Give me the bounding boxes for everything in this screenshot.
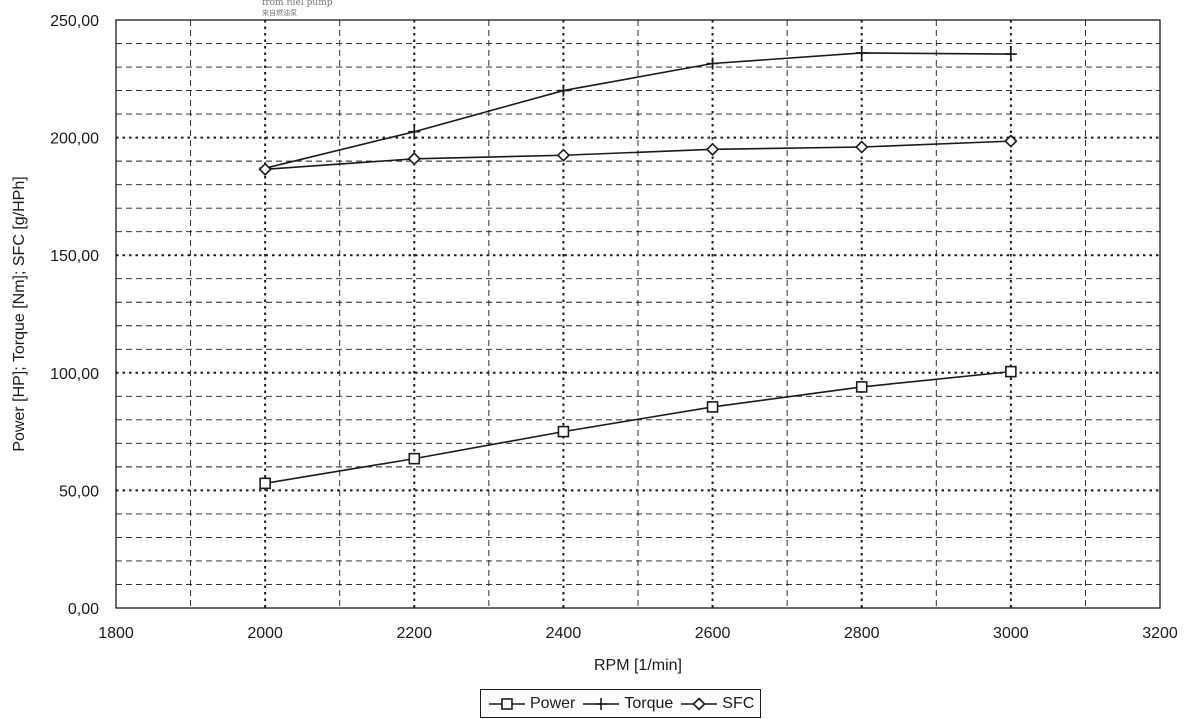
power-series-line [265, 370, 1011, 485]
torque-data-point [1004, 48, 1017, 61]
grid [116, 20, 1160, 608]
torque-data-point [557, 84, 570, 97]
torque-series-line [264, 52, 1011, 169]
y-tick-label: 50,00 [59, 483, 99, 500]
torque-data-point [706, 57, 719, 70]
legend-label: SFC [722, 694, 755, 712]
sfc-data-point [1004, 134, 1018, 148]
scan-note-line-2: 来自燃油泵 [262, 8, 297, 17]
torque-data-point [855, 46, 868, 59]
legend-item-torque: Torque [581, 695, 673, 713]
power-data-point [408, 452, 421, 465]
legend-marker-sfc [692, 696, 706, 711]
power-data-point [1005, 365, 1017, 378]
x-tick-label: 2800 [844, 625, 880, 642]
x-tick-label: 2400 [546, 625, 582, 642]
sfc-data-point [556, 148, 571, 162]
legend-swatch-power [489, 697, 525, 710]
legend-marker-power [501, 697, 513, 710]
series-group [258, 46, 1018, 490]
sfc-data-point [407, 152, 421, 166]
legend-label: Power [530, 694, 576, 712]
sfc-series-line [265, 140, 1011, 171]
x-axis-title: RPM [1/min] [594, 657, 682, 674]
power-data-point [259, 477, 271, 490]
x-tick-label: 2200 [396, 625, 432, 642]
y-tick-label: 250,00 [50, 13, 99, 30]
sfc-data-point [855, 140, 869, 154]
power-data-point [557, 425, 570, 438]
x-tick-label: 1800 [98, 625, 134, 642]
legend: Power Torque SFC [480, 689, 762, 718]
legend-swatch-torque [583, 697, 620, 710]
power-data-point [855, 381, 868, 393]
legend-item-power: Power [487, 695, 575, 713]
legend-label: Torque [624, 694, 674, 712]
legend-swatch-sfc [681, 696, 718, 711]
y-tick-label: 150,00 [50, 248, 99, 265]
sfc-data-point [258, 162, 272, 176]
tick-labels: 1800 2000 2200 2400 2600 2800 3000 3200 0,00 50,0… [50, 13, 1178, 642]
scan-note-line-1: from fuel pump [262, 0, 333, 8]
power-data-point [706, 401, 719, 413]
y-tick-label: 100,00 [50, 366, 99, 383]
y-tick-label: 200,00 [50, 131, 99, 148]
y-tick-label: 0,00 [68, 601, 99, 618]
legend-item-sfc: SFC [679, 695, 754, 713]
plot-area-border [115, 19, 1161, 609]
torque-data-point [408, 125, 421, 138]
y-axis-title: Power [HP]; Torque [Nm]; SFC [g/HPh] [11, 176, 28, 451]
x-tick-label: 2000 [247, 625, 283, 642]
x-tick-label: 2600 [695, 625, 731, 642]
sfc-data-point [705, 142, 720, 156]
x-tick-label: 3000 [993, 625, 1029, 642]
legend-marker-torque [595, 697, 608, 710]
x-tick-label: 3200 [1142, 625, 1178, 642]
